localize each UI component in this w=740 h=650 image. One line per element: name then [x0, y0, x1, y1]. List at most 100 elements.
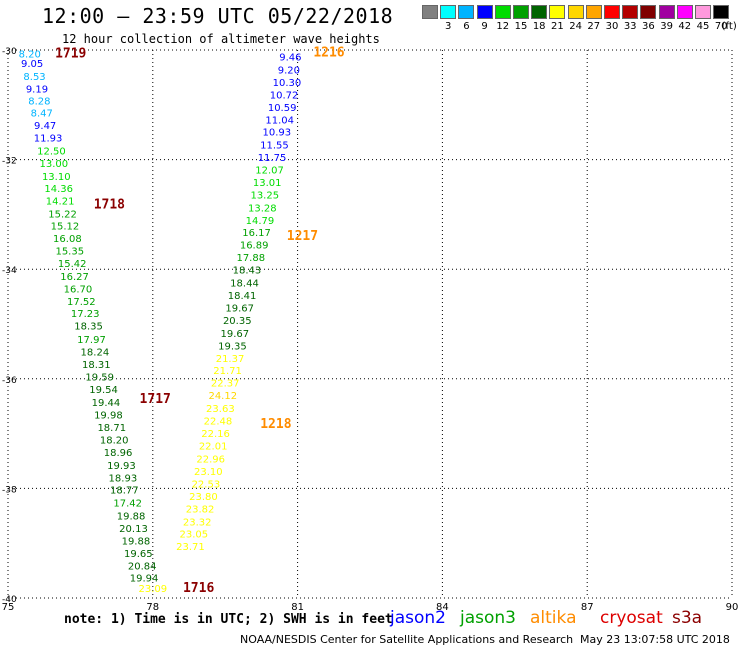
colorbar-swatch: [494, 5, 511, 19]
wave-height-point: 18.20: [100, 436, 129, 447]
time-label: 1719: [55, 47, 86, 62]
wave-height-point: 19.44: [92, 398, 121, 409]
wave-height-point: 10.59: [268, 103, 297, 114]
colorbar-swatch: [531, 5, 548, 19]
wave-height-point: 11.75: [258, 153, 287, 164]
time-label: 1218: [260, 417, 291, 432]
legend-jason2: jason2: [390, 608, 446, 628]
colorbar-swatch: [713, 5, 730, 19]
wave-height-point: 20.13: [119, 524, 148, 535]
wave-height-point: 22.53: [192, 479, 221, 490]
legend-altika: altika: [530, 608, 577, 628]
note-text: note: 1) Time is in UTC; 2) SWH is in fe…: [64, 612, 393, 627]
wave-height-point: 19.65: [124, 549, 153, 560]
chart-title: 12:00 – 23:59 UTC 05/22/2018: [42, 4, 394, 28]
wave-height-point: 24.12: [208, 391, 237, 402]
wave-height-point: 19.88: [122, 536, 151, 547]
wave-height-point: 11.55: [260, 140, 289, 151]
colorbar-label: (ft): [721, 21, 737, 32]
wave-height-point: 8.53: [23, 72, 45, 83]
y-tick-label: -32: [2, 157, 17, 167]
y-tick-label: -36: [2, 376, 17, 386]
wave-height-point: 20.84: [128, 562, 157, 573]
wave-height-point: 9.20: [278, 66, 300, 77]
wave-height-point: 23.05: [180, 529, 209, 540]
wave-height-point: 18.43: [233, 266, 262, 277]
wave-height-point: 23.82: [186, 505, 215, 516]
wave-height-point: 23.32: [183, 517, 212, 528]
wave-height-point: 23.09: [138, 584, 167, 595]
colorbar-swatch: [604, 5, 620, 19]
colorbar-label: 3: [445, 21, 452, 32]
wave-height-point: 16.17: [242, 228, 271, 239]
wave-height-point: 19.35: [218, 341, 247, 352]
wave-height-point: 19.67: [225, 304, 254, 315]
wave-height-point: 16.70: [64, 284, 93, 295]
x-tick-label: 75: [2, 602, 15, 613]
colorbar-swatch: [695, 5, 711, 19]
colorbar-label: 18: [532, 21, 546, 32]
y-tick-label: -40: [2, 595, 17, 605]
wave-height-point: 22.96: [196, 454, 225, 465]
wave-height-point: 13.00: [40, 159, 69, 170]
wave-height-point: 15.42: [58, 259, 87, 270]
credit-text: NOAA/NESDIS Center for Satellite Applica…: [240, 633, 574, 646]
wave-height-point: 18.24: [81, 347, 110, 358]
colorbar-label: 27: [587, 21, 601, 32]
colorbar-swatch: [640, 5, 657, 19]
colorbar-label: 6: [463, 21, 470, 32]
colorbar-label: 24: [569, 21, 582, 32]
colorbar-swatch: [585, 5, 602, 19]
x-tick-label: 87: [581, 602, 594, 613]
wave-height-point: 19.93: [107, 461, 136, 472]
wave-height-point: 13.28: [248, 203, 277, 214]
wave-height-point: 8.28: [28, 96, 50, 107]
time-label: 1217: [287, 229, 318, 244]
wave-height-point: 17.42: [113, 499, 142, 510]
wave-height-point: 18.71: [97, 423, 126, 434]
wave-height-point: 11.04: [265, 116, 294, 127]
colorbar-label: 12: [496, 21, 510, 32]
colorbar-swatch: [658, 5, 675, 19]
colorbar-label: 42: [678, 21, 692, 32]
y-tick-label: -30: [2, 47, 17, 57]
wave-height-point: 19.54: [89, 385, 118, 396]
time-label: 1716: [183, 581, 214, 596]
wave-height-point: 15.35: [55, 247, 84, 258]
wave-height-point: 17.88: [236, 253, 265, 264]
wave-height-point: 22.01: [199, 442, 228, 453]
colorbar-swatch: [676, 5, 693, 19]
legend-cryosat: cryosat: [600, 608, 663, 628]
time-label: 1216: [313, 46, 344, 61]
wave-height-point: 23.10: [194, 467, 223, 478]
wave-height-point: 9.47: [34, 121, 56, 132]
x-tick-label: 84: [436, 602, 449, 613]
wave-height-point: 15.22: [48, 209, 77, 220]
time-label: 1717: [140, 392, 171, 407]
wave-height-point: 21.71: [213, 366, 242, 377]
wave-height-point: 10.72: [270, 90, 299, 101]
colorbar-swatch: [622, 5, 639, 19]
wave-height-point: 19.67: [221, 329, 250, 340]
wave-height-point: 18.41: [228, 291, 257, 302]
wave-height-point: 22.48: [204, 416, 233, 427]
colorbar-swatch: [440, 5, 457, 19]
wave-height-point: 8.47: [31, 108, 53, 119]
wave-height-point: 9.46: [279, 53, 301, 64]
wave-height-point: 16.89: [240, 241, 269, 252]
wave-height-point: 17.52: [67, 297, 96, 308]
wave-height-point: 13.10: [42, 172, 71, 183]
wave-height-point: 19.59: [85, 373, 114, 384]
colorbar-label: 70: [714, 21, 728, 32]
wave-height-point: 23.63: [206, 404, 235, 415]
wave-height-point: 14.36: [44, 184, 73, 195]
x-tick-label: 78: [146, 602, 159, 613]
wave-height-point: 14.21: [46, 197, 75, 208]
colorbar-swatch: [549, 5, 566, 19]
wave-height-point: 21.37: [216, 354, 245, 365]
x-tick-label: 81: [291, 602, 304, 613]
wave-height-point: 23.80: [189, 492, 218, 503]
colorbar-label: 36: [642, 21, 655, 32]
